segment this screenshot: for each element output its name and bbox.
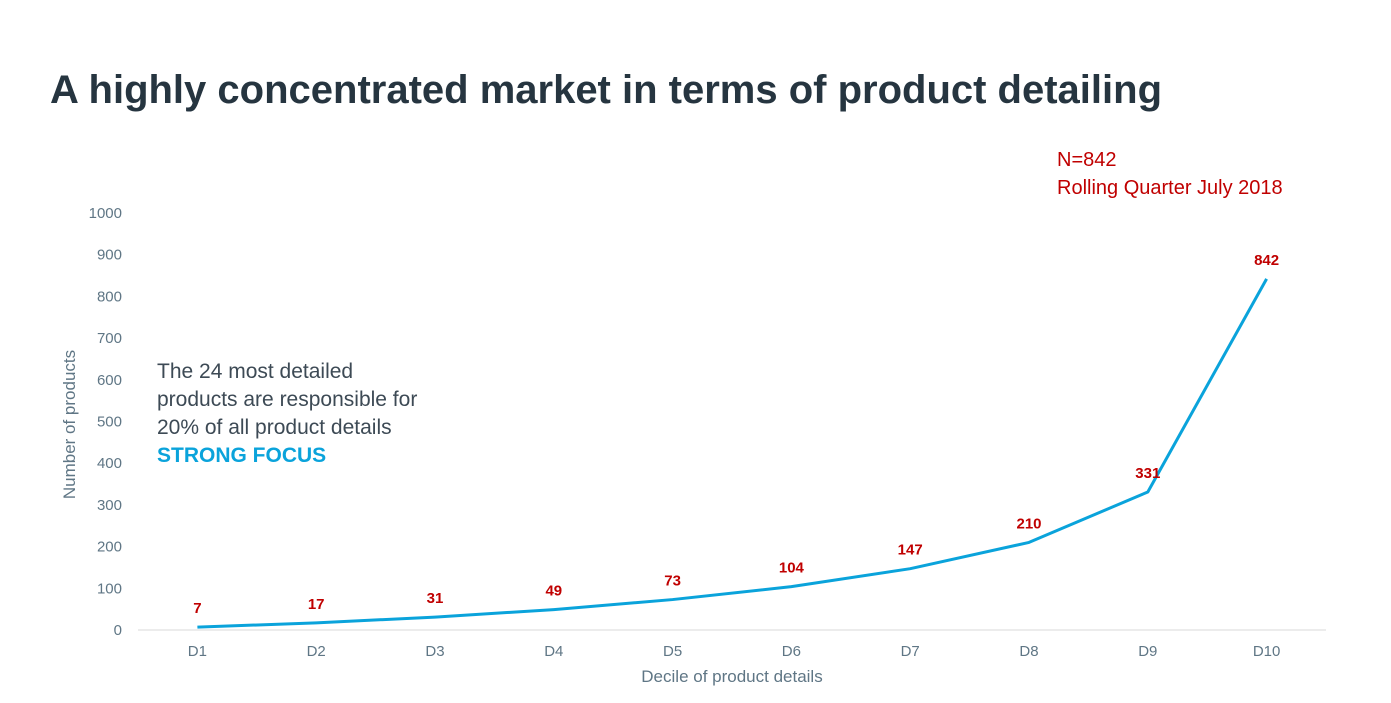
y-tick-label: 600 xyxy=(97,372,122,389)
x-axis-label: Decile of product details xyxy=(641,667,822,686)
x-tick-label: D4 xyxy=(544,643,563,660)
chart-title: A highly concentrated market in terms of… xyxy=(50,68,1163,112)
data-label: 49 xyxy=(545,583,562,600)
data-label: 842 xyxy=(1254,252,1279,269)
callout-line-2: products are responsible for xyxy=(157,388,418,411)
y-tick-label: 900 xyxy=(97,247,122,264)
y-tick-label: 400 xyxy=(97,455,122,472)
callout-text: The 24 most detailed products are respon… xyxy=(157,358,417,470)
callout-emphasis: STRONG FOCUS xyxy=(157,444,327,467)
x-tick-label: D10 xyxy=(1253,643,1281,660)
sample-note: N=842 Rolling Quarter July 2018 xyxy=(1057,146,1283,202)
callout-line-3: 20% of all product details xyxy=(157,416,392,439)
y-tick-label: 200 xyxy=(97,539,122,556)
y-tick-label: 100 xyxy=(97,580,122,597)
x-tick-label: D5 xyxy=(663,643,682,660)
data-label: 31 xyxy=(427,590,444,607)
y-axis-ticks: 0 100 200 300 400 500 600 700 800 900 1000 xyxy=(89,205,122,639)
y-axis-label: Number of products xyxy=(60,350,79,499)
period-label: Rolling Quarter July 2018 xyxy=(1057,177,1283,199)
data-label: 210 xyxy=(1016,515,1041,532)
x-tick-label: D2 xyxy=(307,643,326,660)
y-tick-label: 300 xyxy=(97,497,122,514)
y-tick-label: 800 xyxy=(97,288,122,305)
data-label: 7 xyxy=(193,600,201,617)
callout-line-1: The 24 most detailed xyxy=(157,360,354,383)
data-label: 73 xyxy=(664,573,681,590)
x-tick-label: D6 xyxy=(782,643,801,660)
x-tick-label: D1 xyxy=(188,643,207,660)
data-labels: 7 17 31 49 73 104 147 210 331 842 xyxy=(193,252,1279,617)
x-tick-label: D7 xyxy=(901,643,920,660)
x-tick-label: D8 xyxy=(1019,643,1038,660)
y-tick-label: 700 xyxy=(97,330,122,347)
sample-size-label: N=842 xyxy=(1057,149,1117,171)
data-label: 104 xyxy=(779,560,805,577)
series-line xyxy=(197,278,1268,629)
data-label: 147 xyxy=(898,542,923,559)
data-label: 17 xyxy=(308,596,325,613)
y-tick-label: 0 xyxy=(114,622,122,639)
data-label: 331 xyxy=(1135,465,1160,482)
y-tick-label: 1000 xyxy=(89,205,122,222)
x-tick-label: D9 xyxy=(1138,643,1157,660)
x-axis-ticks: D1 D2 D3 D4 D5 D6 D7 D8 D9 D10 xyxy=(188,643,1281,660)
y-tick-label: 500 xyxy=(97,414,122,431)
x-tick-label: D3 xyxy=(425,643,444,660)
